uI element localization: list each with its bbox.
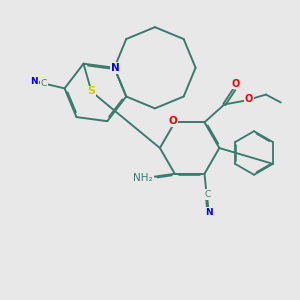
Text: O: O [231,79,239,88]
Text: N: N [31,76,38,85]
Text: N: N [205,208,212,217]
Text: C: C [204,190,211,199]
Text: S: S [87,86,95,97]
Text: NH₂: NH₂ [133,173,153,183]
Text: N: N [111,63,120,73]
Text: O: O [245,94,253,104]
Text: C: C [41,79,47,88]
Text: O: O [168,116,177,126]
